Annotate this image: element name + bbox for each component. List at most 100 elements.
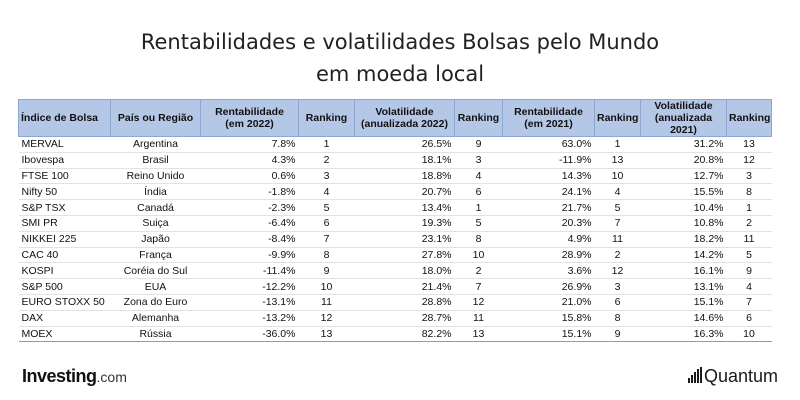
cell-return-2022: 0.6%	[200, 168, 299, 185]
cell-return-2022: -1.8%	[200, 183, 299, 201]
cell-ranking-2: 5	[454, 215, 503, 232]
table-body: MERVAL Argentina 7.8% 1 26.5% 9 63.0% 1 31.2% 13 I…	[18, 136, 772, 343]
cell-country: Reino Unido	[110, 168, 201, 185]
cell-country: Argentina	[110, 136, 201, 153]
cell-volatility-2021: 14.2%	[640, 247, 727, 264]
cell-return-2022: -6.4%	[200, 215, 299, 232]
cell-volatility-2021: 31.2%	[640, 136, 727, 153]
cell-country: EUA	[110, 278, 201, 295]
cell-ranking-2: 1	[454, 199, 503, 216]
cell-volatility-2021: 12.7%	[640, 168, 727, 185]
cell-ranking-1: 9	[298, 262, 355, 280]
cell-volatility-2022: 27.8%	[354, 247, 455, 264]
cell-return-2022: 7.8%	[200, 136, 299, 153]
cell-ranking-3: 9	[594, 326, 641, 343]
cell-ranking-1: 3	[298, 168, 355, 185]
cell-return-2022: -9.9%	[200, 247, 299, 264]
header-volatility-2022: Volatilidade (anualizada 2022)	[354, 99, 455, 137]
cell-ranking-1: 2	[298, 152, 355, 169]
cell-ranking-4: 7	[726, 294, 772, 311]
cell-volatility-2021: 16.1%	[640, 262, 727, 280]
cell-ranking-2: 2	[454, 262, 503, 280]
cell-ranking-3: 6	[594, 294, 641, 311]
cell-return-2021: 24.1%	[502, 183, 595, 201]
cell-return-2022: -36.0%	[200, 326, 299, 343]
header-ranking-4: Ranking	[726, 99, 772, 137]
cell-ranking-2: 4	[454, 168, 503, 185]
cell-volatility-2022: 19.3%	[354, 215, 455, 232]
cell-return-2021: 14.3%	[502, 168, 595, 185]
title-line-2: em moeda local	[315, 62, 485, 86]
cell-country: França	[110, 247, 201, 264]
cell-ranking-2: 7	[454, 278, 503, 295]
cell-ranking-3: 10	[594, 168, 641, 185]
cell-return-2022: -12.2%	[200, 278, 299, 295]
cell-volatility-2021: 15.5%	[640, 183, 727, 201]
cell-ranking-1: 5	[298, 199, 355, 216]
cell-return-2021: 20.3%	[502, 215, 595, 232]
cell-ranking-3: 11	[594, 231, 641, 248]
cell-return-2022: -11.4%	[200, 262, 299, 280]
cell-country: Brasil	[110, 152, 201, 169]
returns-table: Índice de Bolsa País ou Região Rentabili…	[18, 99, 772, 343]
cell-volatility-2021: 20.8%	[640, 152, 727, 169]
cell-index: MERVAL	[18, 136, 111, 153]
quantum-logo: Quantum	[687, 366, 778, 386]
cell-country: Japão	[110, 231, 201, 248]
cell-country: Rússia	[110, 326, 201, 343]
cell-country: Suiça	[110, 215, 201, 232]
cell-ranking-4: 5	[726, 247, 772, 264]
table-row: KOSPI Coréia do Sul -11.4% 9 18.0% 2 3.6% 12 16.…	[18, 262, 772, 280]
cell-ranking-4: 9	[726, 262, 772, 280]
cell-index: S&P TSX	[18, 199, 111, 216]
cell-ranking-3: 2	[594, 247, 641, 264]
cell-country: Índia	[110, 183, 201, 201]
returns-table-container: Índice de Bolsa País ou Região Rentabili…	[18, 99, 772, 343]
cell-return-2022: -2.3%	[200, 199, 299, 216]
cell-ranking-1: 1	[298, 136, 355, 153]
bars-icon	[687, 367, 702, 383]
cell-ranking-2: 13	[454, 326, 503, 343]
cell-ranking-2: 10	[454, 247, 503, 264]
cell-return-2021: 15.1%	[502, 326, 595, 343]
header-volatility-2021: Volatilidade (anualizada 2021)	[640, 99, 727, 137]
cell-ranking-3: 7	[594, 215, 641, 232]
cell-volatility-2022: 26.5%	[354, 136, 455, 153]
header-ranking-2: Ranking	[454, 99, 503, 137]
cell-volatility-2021: 13.1%	[640, 278, 727, 295]
header-ranking-1: Ranking	[298, 99, 355, 137]
cell-ranking-4: 8	[726, 183, 772, 201]
cell-volatility-2022: 20.7%	[354, 183, 455, 201]
cell-return-2022: -8.4%	[200, 231, 299, 248]
cell-ranking-3: 4	[594, 183, 641, 201]
header-index: Índice de Bolsa	[18, 99, 111, 137]
cell-return-2021: 3.6%	[502, 262, 595, 280]
chart-title: Rentabilidades e volatilidades Bolsas pe…	[0, 26, 800, 90]
cell-index: Ibovespa	[18, 152, 111, 169]
table-row: EURO STOXX 50 Zona do Euro -13.1% 11 28.8% 12…	[18, 294, 772, 311]
cell-ranking-4: 4	[726, 278, 772, 295]
cell-volatility-2022: 18.1%	[354, 152, 455, 169]
cell-index: CAC 40	[18, 247, 111, 264]
cell-ranking-1: 12	[298, 310, 355, 327]
cell-return-2021: 21.7%	[502, 199, 595, 216]
table-row: DAX Alemanha -13.2% 12 28.7% 11 15.8% 8 14.6% 6	[18, 310, 772, 327]
cell-volatility-2022: 82.2%	[354, 326, 455, 343]
cell-ranking-4: 3	[726, 168, 772, 185]
cell-return-2021: 4.9%	[502, 231, 595, 248]
cell-ranking-1: 8	[298, 247, 355, 264]
cell-country: Zona do Euro	[110, 294, 201, 311]
table-row: S&P 500 EUA -12.2% 10 21.4% 7 26.9% 3 13.1% 4	[18, 278, 772, 295]
cell-index: NIKKEI 225	[18, 231, 111, 248]
cell-index: Nifty 50	[18, 183, 111, 201]
cell-return-2021: 21.0%	[502, 294, 595, 311]
cell-ranking-3: 8	[594, 310, 641, 327]
cell-ranking-3: 5	[594, 199, 641, 216]
cell-ranking-3: 12	[594, 262, 641, 280]
cell-volatility-2021: 10.4%	[640, 199, 727, 216]
table-header-row: Índice de Bolsa País ou Região Rentabili…	[18, 99, 772, 137]
table-row: FTSE 100 Reino Unido 0.6% 3 18.8% 4 14.3% 10 12.…	[18, 168, 772, 185]
cell-return-2021: 28.9%	[502, 247, 595, 264]
cell-volatility-2021: 15.1%	[640, 294, 727, 311]
cell-ranking-1: 11	[298, 294, 355, 311]
